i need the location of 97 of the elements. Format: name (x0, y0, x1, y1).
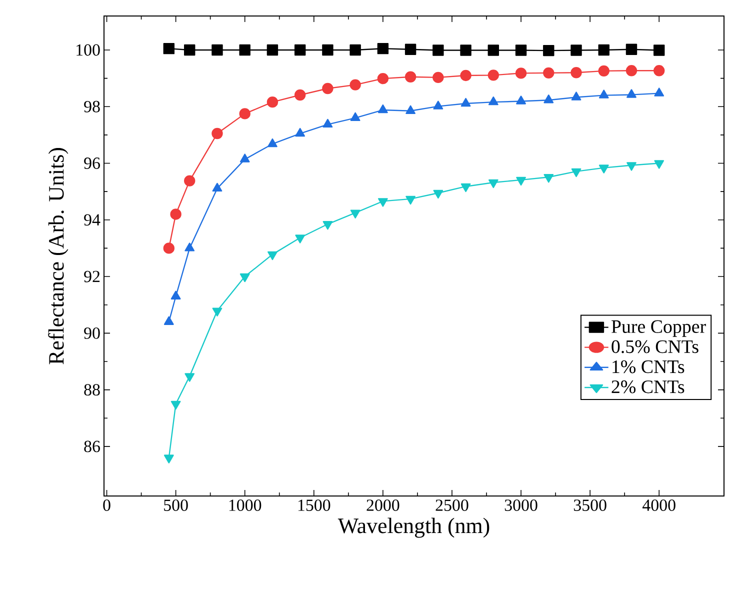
point (488, 70, 499, 81)
y-tick-label: 94 (84, 214, 100, 226)
point (544, 94, 554, 104)
point (268, 138, 278, 148)
point (164, 454, 174, 464)
point (571, 92, 582, 100)
point (294, 89, 306, 101)
point (184, 175, 196, 186)
point (570, 67, 582, 78)
point (570, 44, 582, 56)
y-tick-label: 96 (84, 158, 100, 169)
point (170, 208, 182, 220)
point (212, 44, 223, 56)
point (460, 44, 472, 56)
point (654, 88, 664, 96)
x-tick-label: 3000 (504, 500, 538, 511)
point (266, 44, 278, 56)
point (212, 308, 222, 316)
point (654, 44, 665, 56)
point (460, 183, 471, 192)
point (212, 128, 223, 140)
point (626, 44, 638, 56)
point (543, 44, 554, 56)
point (295, 128, 306, 137)
x-tick-label: 4000 (642, 500, 676, 511)
point (488, 44, 499, 56)
point (404, 71, 416, 82)
legend-label: 0.5% CNTs (612, 340, 698, 354)
point (322, 118, 333, 128)
point (571, 168, 582, 178)
point (406, 196, 416, 205)
point (268, 251, 278, 260)
point (626, 89, 636, 98)
point (404, 44, 416, 56)
point (377, 72, 389, 84)
point (240, 273, 250, 282)
point (515, 68, 527, 79)
point (163, 242, 174, 254)
x-tick-label: 0 (103, 500, 110, 511)
y-tick-label: 92 (84, 270, 100, 282)
point (598, 164, 609, 174)
point (433, 190, 444, 199)
y-tick-label: 86 (84, 440, 100, 452)
point (184, 44, 196, 56)
point (350, 44, 361, 56)
point (406, 105, 416, 114)
point (598, 90, 609, 98)
point (626, 65, 638, 76)
point (654, 160, 664, 169)
point (350, 79, 361, 90)
point (516, 96, 526, 104)
point (433, 100, 444, 110)
point (239, 44, 250, 56)
point (488, 96, 498, 106)
point (322, 221, 333, 230)
point (184, 373, 195, 382)
x-tick-label: 1500 (298, 500, 330, 511)
y-axis-title: Reflectance (Arb. Units) (48, 148, 68, 364)
point (626, 162, 636, 171)
point (543, 67, 554, 79)
point (598, 65, 610, 77)
point (170, 400, 181, 410)
point (515, 44, 527, 56)
point (488, 179, 498, 188)
x-axis-title: Wavelength (nm) (338, 518, 490, 538)
legend-label: Pure Copper (612, 320, 706, 337)
x-tick-label: 500 (164, 500, 188, 511)
point (322, 44, 334, 56)
point (350, 210, 360, 218)
point (266, 96, 278, 108)
point (432, 72, 444, 84)
point (295, 234, 306, 244)
point (516, 176, 526, 186)
legend-label: 2% CNTs (612, 380, 684, 394)
point (294, 44, 306, 56)
y-tick-label: 98 (84, 100, 100, 112)
point (322, 82, 334, 94)
point (378, 104, 388, 114)
point (460, 70, 472, 82)
point (378, 198, 388, 207)
y-tick-label: 90 (84, 327, 100, 339)
x-tick-label: 2500 (436, 500, 468, 511)
point (163, 42, 174, 54)
y-tick-label: 100 (76, 44, 100, 56)
point (432, 44, 444, 56)
x-tick-label: 3500 (574, 500, 606, 511)
point (350, 112, 360, 122)
point (377, 42, 389, 54)
y-tick-label: 88 (84, 384, 100, 396)
point (239, 108, 250, 120)
point (544, 174, 554, 183)
x-tick-label: 1000 (229, 500, 262, 511)
point (598, 44, 610, 56)
legend-label: 1% CNTs (612, 360, 684, 374)
point (654, 65, 665, 76)
point (460, 98, 471, 107)
x-tick-label: 2000 (366, 500, 400, 511)
